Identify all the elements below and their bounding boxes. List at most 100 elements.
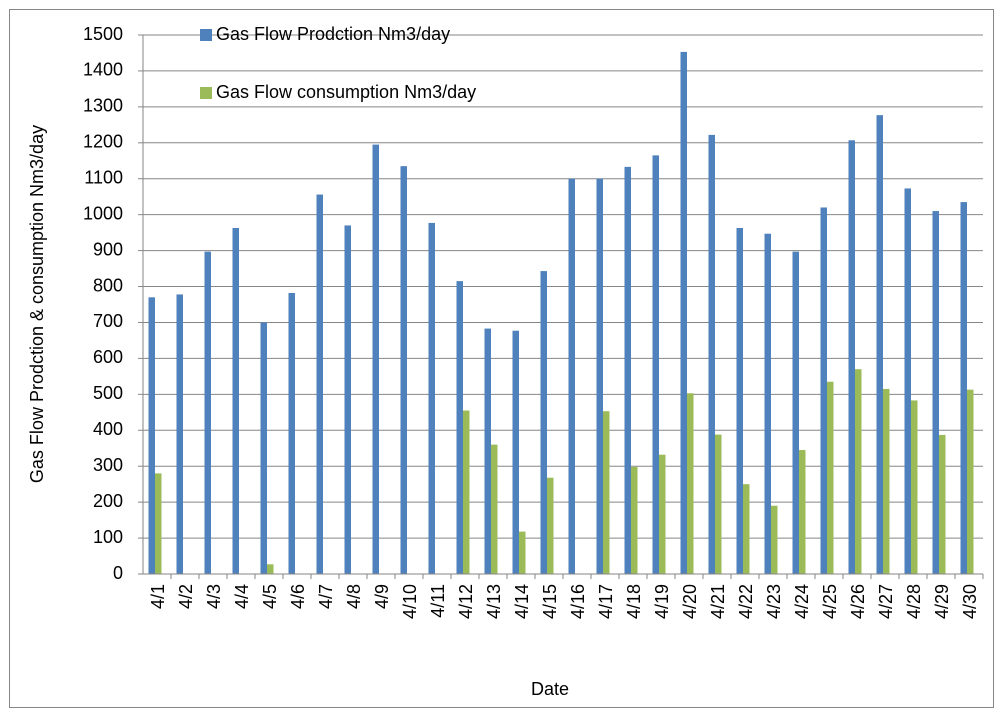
bar [967, 389, 974, 574]
y-tick-label: 100 [93, 527, 123, 547]
y-tick-label: 1300 [83, 96, 123, 116]
legend-label: Gas Flow consumption Nm3/day [216, 82, 476, 102]
y-tick-label: 500 [93, 383, 123, 403]
bar [743, 484, 750, 574]
x-tick-label: 4/26 [848, 584, 868, 619]
y-tick-label: 1400 [83, 60, 123, 80]
y-tick-label: 200 [93, 491, 123, 511]
x-axis-label: Date [531, 679, 569, 699]
x-tick-label: 4/29 [932, 584, 952, 619]
bar [659, 454, 666, 574]
x-tick-label: 4/27 [876, 584, 896, 619]
bar [463, 410, 470, 574]
bar [911, 400, 918, 574]
bar [540, 271, 547, 574]
x-tick-label: 4/8 [344, 584, 364, 609]
bar [939, 434, 946, 574]
x-tick-label: 4/19 [652, 584, 672, 619]
legend-swatch [200, 29, 212, 41]
y-tick-label: 1200 [83, 132, 123, 152]
bar [687, 393, 694, 574]
bar [155, 473, 162, 574]
x-tick-label: 4/24 [792, 584, 812, 619]
x-tick-label: 4/28 [904, 584, 924, 619]
bar [267, 564, 274, 574]
bar [603, 411, 610, 574]
x-tick-label: 4/13 [484, 584, 504, 619]
x-tick-label: 4/21 [708, 584, 728, 619]
y-tick-label: 700 [93, 311, 123, 331]
bar [204, 251, 211, 575]
x-tick-label: 4/14 [512, 584, 532, 619]
bar [799, 450, 806, 574]
bar [736, 227, 743, 574]
bar [568, 178, 575, 574]
bar [176, 294, 183, 574]
x-tick-label: 4/7 [316, 584, 336, 609]
x-tick-label: 4/30 [960, 584, 980, 619]
x-tick-label: 4/15 [540, 584, 560, 619]
x-tick-label: 4/25 [820, 584, 840, 619]
bar [288, 293, 295, 574]
bar [512, 330, 519, 574]
bar [400, 166, 407, 574]
y-tick-label: 900 [93, 239, 123, 259]
bar [232, 227, 239, 574]
x-tick-label: 4/12 [456, 584, 476, 619]
y-tick-label: 1000 [83, 203, 123, 223]
x-tick-label: 4/1 [148, 584, 168, 609]
bar [932, 211, 939, 574]
bar [792, 251, 799, 575]
x-tick-label: 4/4 [232, 584, 252, 609]
y-tick-label: 300 [93, 455, 123, 475]
x-tick-label: 4/10 [400, 584, 420, 619]
bar [827, 381, 834, 574]
bar [624, 166, 631, 574]
x-tick-label: 4/11 [428, 584, 448, 618]
bar [484, 328, 491, 574]
bar [596, 178, 603, 574]
x-tick-label: 4/16 [568, 584, 588, 619]
x-tick-label: 4/17 [596, 584, 616, 619]
bar [855, 369, 862, 574]
bar [680, 51, 687, 574]
bar [316, 194, 323, 574]
bar [260, 322, 267, 574]
x-tick-label: 4/18 [624, 584, 644, 619]
bar [428, 222, 435, 574]
bar [148, 297, 155, 574]
x-tick-label: 4/5 [260, 584, 280, 609]
bar [848, 140, 855, 574]
y-tick-label: 0 [113, 563, 123, 583]
y-tick-label: 600 [93, 347, 123, 367]
x-tick-label: 4/22 [736, 584, 756, 619]
y-axis-label: Gas Flow Prodction & consumption Nm3/day [27, 125, 47, 483]
bar [771, 505, 778, 574]
x-tick-label: 4/3 [204, 584, 224, 609]
x-tick-label: 4/23 [764, 584, 784, 619]
y-tick-label: 400 [93, 419, 123, 439]
bar [491, 444, 498, 574]
y-tick-label: 1500 [83, 24, 123, 44]
bar [344, 225, 351, 575]
y-tick-label: 800 [93, 275, 123, 295]
bar [631, 466, 638, 574]
bar [820, 207, 827, 575]
bar [547, 477, 554, 574]
y-tick-label: 1100 [84, 167, 123, 187]
bar [372, 144, 379, 574]
x-tick-label: 4/2 [176, 584, 196, 609]
bar [904, 188, 911, 574]
bar [456, 281, 463, 574]
bar [883, 388, 890, 574]
x-tick-label: 4/9 [372, 584, 392, 609]
x-tick-label: 4/6 [288, 584, 308, 609]
bar [708, 134, 715, 575]
bar [715, 434, 722, 574]
bar [876, 115, 883, 574]
bar [960, 202, 967, 574]
legend-label: Gas Flow Prodction Nm3/day [216, 24, 450, 44]
legend-swatch [200, 87, 212, 99]
x-tick-label: 4/20 [680, 584, 700, 619]
